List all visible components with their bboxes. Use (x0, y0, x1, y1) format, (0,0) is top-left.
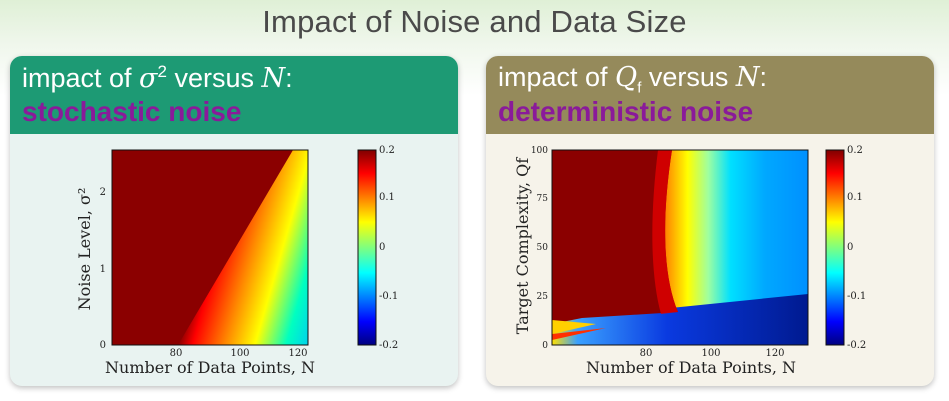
colorbar-tick-label: -0.2 (379, 340, 398, 351)
x-tick-label: 80 (170, 348, 183, 359)
colorbar-tick-label: 0.1 (847, 192, 863, 203)
y-tick-label: 1 (100, 264, 106, 275)
x-axis-label: Number of Data Points, N (586, 358, 796, 377)
y-tick-label: 50 (537, 243, 549, 253)
stochastic-noise-panel: impact of σ2 versus N: stochastic noise (10, 56, 458, 386)
deterministic-noise-panel: impact of Qf versus N: deterministic noi… (486, 56, 934, 386)
y-axis-label: Target Complexity, Qf (513, 157, 532, 334)
colorbar-tick-label: -0.2 (847, 340, 866, 351)
slide-title: Impact of Noise and Data Size (262, 4, 687, 39)
colorbar (825, 149, 845, 346)
stochastic-heatmap-chart: 0 1 2 80 100 120 Number of Data Points, … (75, 145, 398, 377)
colorbar-tick-label: 0.2 (379, 145, 395, 156)
y-tick-label: 75 (537, 194, 549, 204)
panel-header: impact of Qf versus N: deterministic noi… (486, 56, 934, 134)
x-tick-label: 120 (288, 348, 307, 359)
y-tick-label: 0 (542, 341, 548, 351)
y-tick-label: 0 (100, 340, 106, 351)
colorbar (357, 149, 377, 346)
panel-subtitle: stochastic noise (22, 96, 242, 127)
y-axis-label: Noise Level, σ² (75, 188, 94, 311)
y-tick-label: 100 (531, 146, 548, 156)
panel-heading: impact of σ2 versus N: (22, 62, 293, 94)
x-tick-label: 100 (701, 348, 720, 359)
panel-heading: impact of Qf versus N: (498, 62, 768, 97)
colorbar-tick-label: 0 (379, 242, 385, 253)
x-axis-label: Number of Data Points, N (105, 358, 315, 377)
colorbar-tick-label: 0.1 (379, 192, 395, 203)
x-tick-label: 80 (640, 348, 653, 359)
x-tick-label: 120 (765, 348, 784, 359)
y-tick-label: 2 (100, 187, 106, 198)
colorbar-tick-label: 0.2 (847, 145, 863, 156)
heatmap-area (552, 150, 808, 345)
colorbar-tick-label: 0 (847, 242, 853, 253)
panel-subtitle: deterministic noise (498, 96, 754, 127)
y-tick-label: 25 (537, 292, 549, 302)
x-tick-label: 100 (230, 348, 249, 359)
colorbar-tick-label: -0.1 (379, 291, 398, 302)
panel-header: impact of σ2 versus N: stochastic noise (10, 56, 458, 134)
deterministic-heatmap-chart: 100 75 50 25 0 80 100 120 Number of Data… (513, 145, 866, 377)
heatmap-area (112, 150, 308, 345)
colorbar-tick-label: -0.1 (847, 291, 866, 302)
